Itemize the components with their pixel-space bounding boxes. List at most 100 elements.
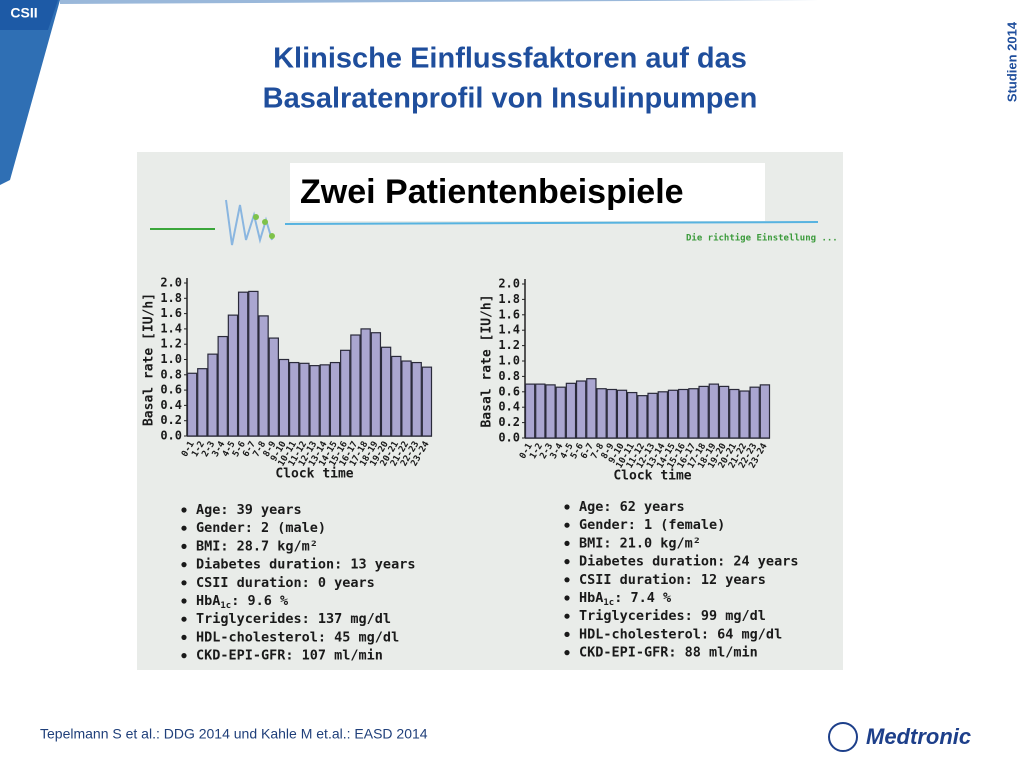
bullet-item: BMI: 28.7 kg/m² xyxy=(196,538,318,554)
bullet-dot xyxy=(181,598,187,604)
heading-box xyxy=(290,163,765,221)
bullet-dot xyxy=(564,540,570,547)
bullet-dot xyxy=(564,613,570,619)
deco-line xyxy=(284,221,819,225)
bar xyxy=(370,332,382,437)
bar xyxy=(718,385,730,439)
bullet-item: Age: 62 years xyxy=(579,499,685,515)
bullet-item: BMI: 21.0 kg/m² xyxy=(579,535,701,551)
bar xyxy=(657,391,669,439)
bullet-subscript: 1c xyxy=(603,598,614,608)
bar xyxy=(616,389,628,439)
y-tick-label: 0.6 xyxy=(498,384,520,398)
bullet-item: HbA1c: 9.6 % xyxy=(196,593,289,611)
bullet-text: HbA xyxy=(196,593,220,609)
bullet-item: CSII duration: 12 years xyxy=(579,572,766,588)
bar xyxy=(759,384,771,439)
bar xyxy=(421,366,433,437)
bullet-text: : 7.4 % xyxy=(614,590,672,606)
bar xyxy=(524,383,536,439)
y-tick-label: 0.2 xyxy=(498,415,520,429)
bar xyxy=(380,346,392,437)
y-tick-label: 1.2 xyxy=(160,337,182,351)
y-axis-label: Basal rate [IU/h] xyxy=(142,293,157,426)
citation: Tepelmann S et al.: DDG 2014 und Kahle M… xyxy=(40,726,428,742)
bar xyxy=(288,361,300,437)
y-tick-label: 1.6 xyxy=(498,307,520,321)
y-tick-label: 1.0 xyxy=(498,354,520,368)
bar xyxy=(678,388,689,439)
bullet-dot xyxy=(181,507,187,513)
bar xyxy=(586,378,597,439)
bullet-subscript: 1c xyxy=(220,601,231,611)
bullet-item: CKD-EPI-GFR: 107 ml/min xyxy=(196,648,383,664)
y-tick-label: 1.8 xyxy=(160,291,182,305)
y-tick-label: 0.6 xyxy=(160,383,182,397)
y-axis-label: Basal rate [IU/h] xyxy=(480,294,495,427)
bullet-item: Triglycerides: 99 mg/dl xyxy=(579,608,766,624)
bar xyxy=(350,334,361,437)
bar xyxy=(329,361,341,437)
bar xyxy=(258,315,269,437)
bullet-item: HDL-cholesterol: 64 mg/dl xyxy=(579,626,782,642)
bar xyxy=(698,385,709,439)
y-tick-label: 1.4 xyxy=(160,321,182,335)
bar xyxy=(739,390,750,439)
photo-heading: Zwei Patientenbeispiele xyxy=(300,173,684,211)
bullet-item: Gender: 2 (male) xyxy=(196,520,326,536)
bar xyxy=(391,355,402,437)
bullet-dot xyxy=(181,580,187,586)
bullet-dot xyxy=(181,653,187,659)
bar xyxy=(360,328,371,437)
bullet-dot xyxy=(564,631,570,638)
side-label: Studien 2014 xyxy=(1004,21,1019,102)
bullet-dot xyxy=(564,650,570,656)
bar xyxy=(708,383,720,439)
bar xyxy=(207,353,218,437)
title-line: Klinische Einflussfaktoren auf das xyxy=(273,43,747,75)
bar xyxy=(278,358,290,437)
bullet-item: CSII duration: 0 years xyxy=(196,575,375,591)
top-rule xyxy=(60,0,820,4)
bar xyxy=(688,388,699,439)
bullet-item: Gender: 1 (female) xyxy=(579,517,725,533)
bullet-dot xyxy=(564,522,570,528)
bar xyxy=(637,395,648,439)
photo-logo xyxy=(225,199,275,246)
bar xyxy=(606,388,617,439)
bar xyxy=(729,388,740,439)
y-tick-label: 1.6 xyxy=(160,306,182,320)
bar xyxy=(545,384,556,439)
y-tick-label: 2.0 xyxy=(160,276,182,290)
bullet-item: Diabetes duration: 13 years xyxy=(196,557,415,573)
tab-bg xyxy=(0,0,58,30)
bullet-item: Age: 39 years xyxy=(196,502,302,518)
bar xyxy=(596,388,607,439)
y-tick-label: 0.4 xyxy=(160,398,182,412)
x-axis-label: Clock time xyxy=(613,469,691,484)
bar xyxy=(647,392,658,439)
y-tick-label: 0.8 xyxy=(160,367,182,381)
bullet-dot xyxy=(181,634,187,641)
bar xyxy=(626,391,638,439)
y-tick-label: 1.0 xyxy=(160,352,182,366)
bullet-dot xyxy=(564,504,570,510)
bar xyxy=(299,362,310,437)
bar xyxy=(555,386,566,439)
bullet-dot xyxy=(181,562,187,568)
x-axis-label: Clock time xyxy=(275,467,353,482)
bar xyxy=(248,290,259,437)
y-tick-label: 0.8 xyxy=(498,369,520,383)
y-tick-label: 0.4 xyxy=(498,400,520,414)
bullet-item: HbA1c: 7.4 % xyxy=(579,590,672,608)
bar xyxy=(401,360,412,437)
tab-label: CSII xyxy=(10,5,37,21)
y-tick-label: 2.0 xyxy=(498,277,520,291)
bar xyxy=(237,291,249,437)
bar xyxy=(667,389,679,439)
bullet-text: : 9.6 % xyxy=(231,593,289,609)
bar xyxy=(186,372,198,437)
bar xyxy=(197,368,208,437)
bullet-dot xyxy=(564,595,570,601)
